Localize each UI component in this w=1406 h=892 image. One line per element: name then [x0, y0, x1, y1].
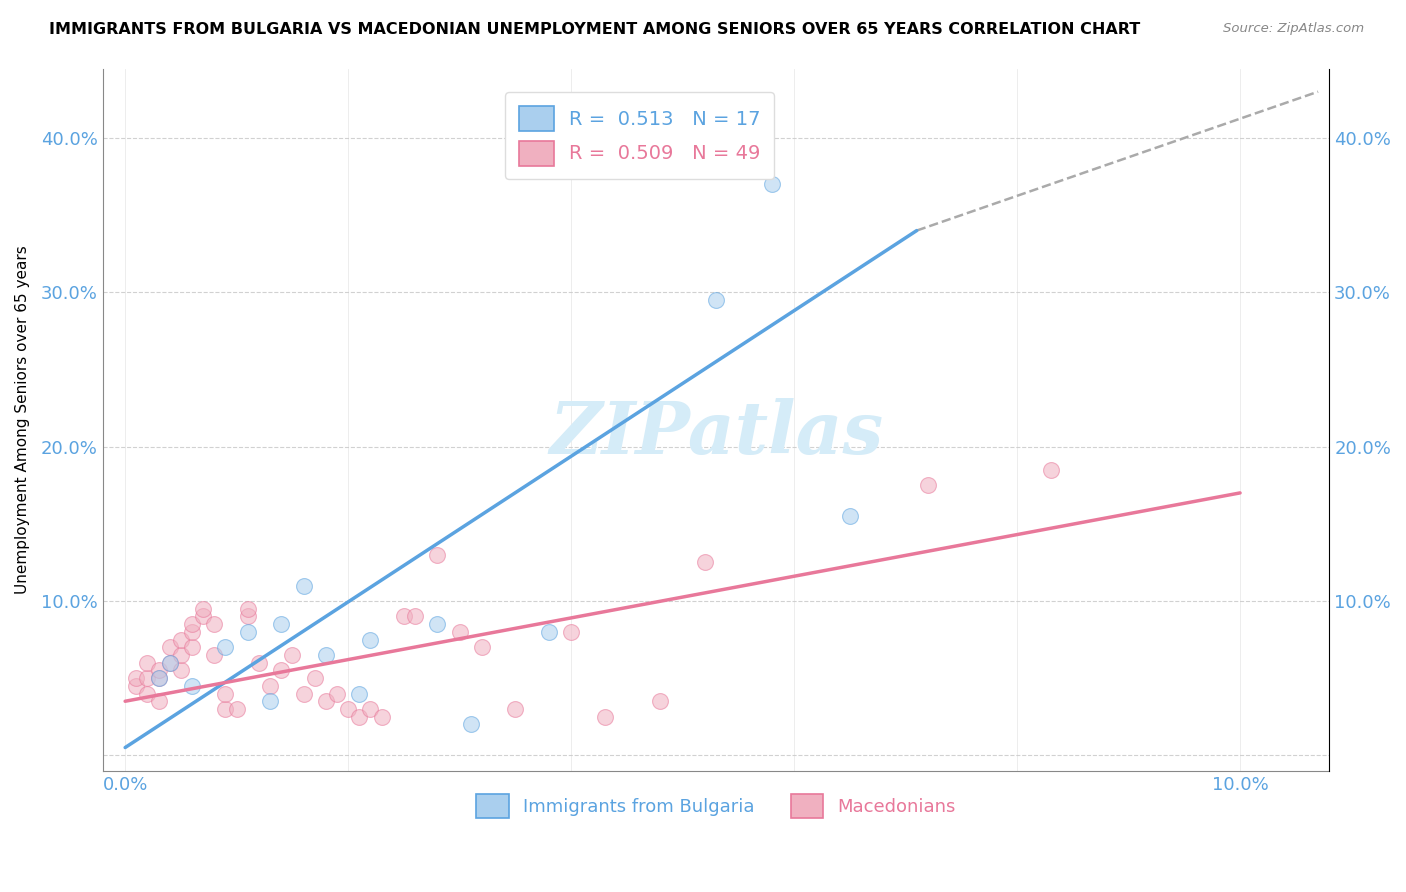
Point	[214, 640, 236, 655]
Point	[125, 671, 148, 685]
Y-axis label: Unemployment Among Seniors over 65 years: Unemployment Among Seniors over 65 years	[15, 245, 30, 594]
Point	[181, 624, 204, 639]
Point	[917, 478, 939, 492]
Point	[426, 548, 449, 562]
Point	[181, 617, 204, 632]
Point	[460, 717, 482, 731]
Point	[247, 656, 270, 670]
Point	[170, 648, 193, 662]
Point	[181, 679, 204, 693]
Text: ZIPatlas: ZIPatlas	[548, 398, 883, 469]
Point	[281, 648, 304, 662]
Point	[148, 664, 170, 678]
Legend: Immigrants from Bulgaria, Macedonians: Immigrants from Bulgaria, Macedonians	[468, 788, 963, 825]
Point	[136, 687, 159, 701]
Point	[236, 624, 259, 639]
Point	[136, 671, 159, 685]
Point	[259, 694, 281, 708]
Point	[193, 601, 215, 615]
Point	[1039, 463, 1062, 477]
Point	[259, 679, 281, 693]
Point	[693, 555, 716, 569]
Point	[236, 609, 259, 624]
Point	[370, 709, 392, 723]
Point	[292, 687, 315, 701]
Point	[125, 679, 148, 693]
Point	[304, 671, 326, 685]
Point	[236, 601, 259, 615]
Point	[292, 578, 315, 592]
Point	[170, 632, 193, 647]
Point	[359, 702, 381, 716]
Point	[392, 609, 415, 624]
Point	[148, 671, 170, 685]
Point	[471, 640, 494, 655]
Point	[404, 609, 426, 624]
Point	[593, 709, 616, 723]
Point	[170, 664, 193, 678]
Point	[225, 702, 247, 716]
Point	[148, 671, 170, 685]
Point	[159, 640, 181, 655]
Point	[326, 687, 349, 701]
Point	[315, 648, 337, 662]
Point	[838, 509, 860, 524]
Point	[704, 293, 727, 307]
Point	[181, 640, 204, 655]
Point	[214, 702, 236, 716]
Point	[214, 687, 236, 701]
Text: IMMIGRANTS FROM BULGARIA VS MACEDONIAN UNEMPLOYMENT AMONG SENIORS OVER 65 YEARS : IMMIGRANTS FROM BULGARIA VS MACEDONIAN U…	[49, 22, 1140, 37]
Text: Source: ZipAtlas.com: Source: ZipAtlas.com	[1223, 22, 1364, 36]
Point	[270, 617, 292, 632]
Point	[349, 687, 371, 701]
Point	[650, 694, 672, 708]
Point	[270, 664, 292, 678]
Point	[315, 694, 337, 708]
Point	[202, 617, 225, 632]
Point	[349, 709, 371, 723]
Point	[359, 632, 381, 647]
Point	[560, 624, 582, 639]
Point	[159, 656, 181, 670]
Point	[159, 656, 181, 670]
Point	[449, 624, 471, 639]
Point	[537, 624, 560, 639]
Point	[761, 178, 783, 192]
Point	[426, 617, 449, 632]
Point	[148, 694, 170, 708]
Point	[193, 609, 215, 624]
Point	[505, 702, 527, 716]
Point	[202, 648, 225, 662]
Point	[136, 656, 159, 670]
Point	[337, 702, 360, 716]
